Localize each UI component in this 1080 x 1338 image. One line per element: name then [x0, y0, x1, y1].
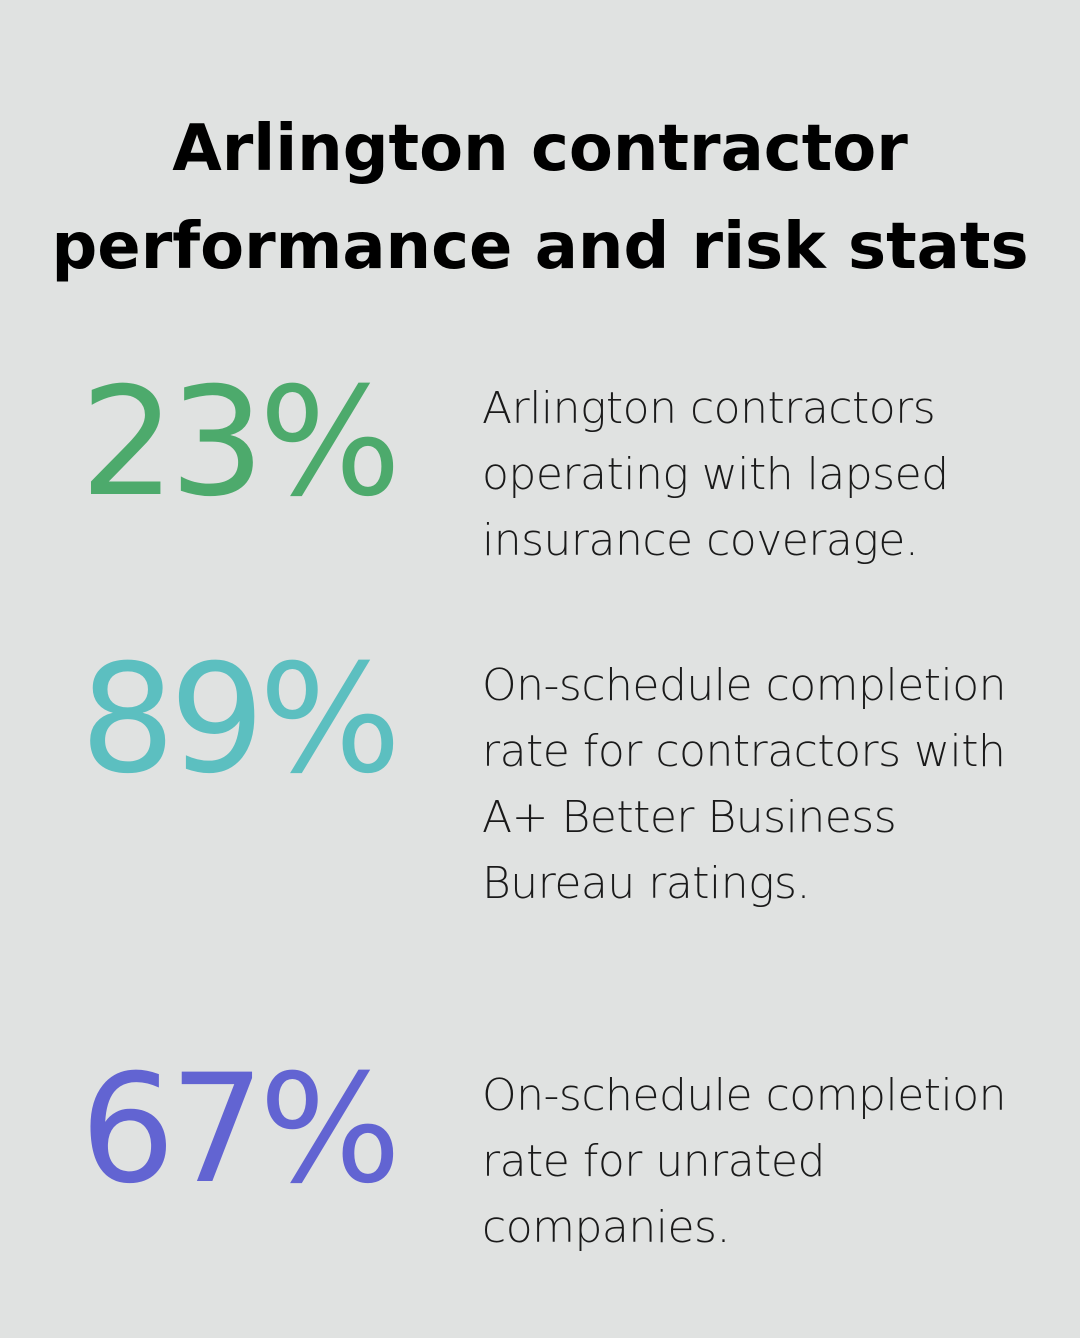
title-line-2: performance and risk stats	[51, 210, 1029, 284]
stat-description: On-schedule completion rate for contract…	[482, 660, 1007, 909]
page-title: Arlington contractor performance and ris…	[0, 100, 1080, 296]
stat-value: 67%	[80, 1043, 401, 1217]
stat-description: Arlington contractors operating with lap…	[482, 383, 949, 566]
stat-value: 23%	[80, 356, 401, 530]
stat-value: 89%	[80, 633, 401, 807]
stat-description: On-schedule completion rate for unrated …	[482, 1070, 1007, 1253]
title-line-1: Arlington contractor	[172, 112, 908, 186]
